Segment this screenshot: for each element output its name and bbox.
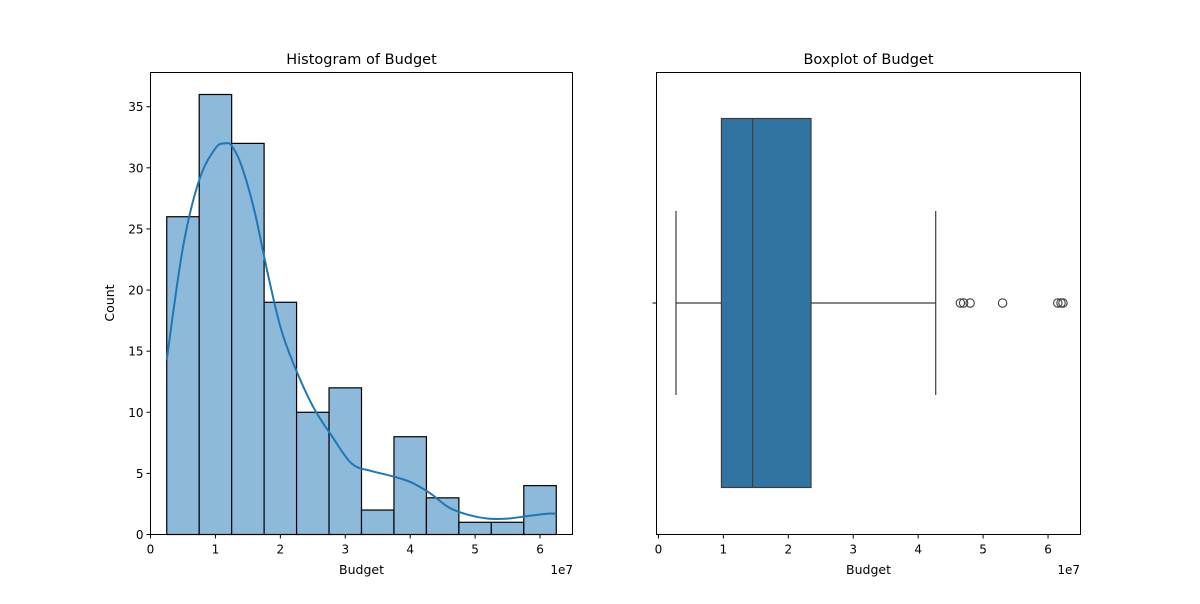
x-tick-label: 4 (406, 543, 414, 557)
x-tick-label: 1 (720, 543, 728, 557)
y-tick-label: 35 (128, 100, 143, 114)
x-tick-label: 6 (536, 543, 544, 557)
histogram-bars (166, 93, 557, 536)
x-tick-label: 2 (277, 543, 285, 557)
x-tick-label: 3 (849, 543, 857, 557)
x-tick-label: 4 (914, 543, 922, 557)
histogram-y-label: Count (102, 284, 117, 321)
histogram-bar (198, 93, 233, 536)
histogram-axes-frame (150, 72, 573, 535)
y-tick-label: 30 (128, 161, 143, 175)
outlier-point (965, 298, 975, 308)
histogram-bar (490, 521, 525, 536)
x-tick-label: 0 (147, 543, 155, 557)
x-tick-label: 6 (1044, 543, 1052, 557)
x-tick-label: 1 (212, 543, 220, 557)
histogram-bar (295, 411, 330, 536)
x-tick-label: 5 (979, 543, 987, 557)
y-tick-label: 10 (128, 406, 143, 420)
histogram-x-label: Budget (339, 562, 384, 577)
boxplot-x-ticks: 0 1 2 3 4 5 6 (655, 534, 1052, 557)
outlier-point (1053, 298, 1063, 308)
boxplot-panel: Boxplot of Budget 0 1 2 3 4 5 6 Budget 1e7 (652, 52, 1081, 577)
boxplot-elements (675, 117, 1068, 489)
y-tick-label: 15 (128, 345, 143, 359)
y-tick-label: 5 (136, 467, 144, 481)
x-tick-label: 2 (784, 543, 792, 557)
outlier-point (997, 298, 1008, 308)
boxplot-title: Boxplot of Budget (803, 52, 933, 68)
x-tick-label: 0 (655, 543, 663, 557)
outlier-point (1058, 298, 1068, 308)
boxplot-x-label: Budget (846, 562, 891, 577)
histogram-bar (263, 301, 298, 536)
histogram-bar (360, 509, 395, 536)
histogram-y-ticks: 0 5 10 15 20 25 30 35 (128, 100, 151, 542)
histogram-bar (393, 436, 428, 536)
x-tick-label: 5 (471, 543, 479, 557)
histogram-panel: Histogram of Budget 0 1 2 3 4 5 6 0 5 10 15 20 25 30… (102, 52, 573, 577)
histogram-x-ticks: 0 1 2 3 4 5 6 (147, 534, 544, 557)
outlier-point (955, 298, 966, 308)
boxplot-axes-frame (656, 72, 1081, 535)
y-tick-label: 20 (128, 284, 143, 298)
histogram-bar (166, 216, 200, 536)
histogram-bar (458, 521, 492, 536)
histogram-bar (523, 485, 557, 536)
kde-curve (165, 142, 557, 520)
x-tick-label: 3 (341, 543, 349, 557)
iqr-box (720, 117, 812, 489)
outlier-point (958, 298, 969, 308)
y-tick-label: 0 (136, 528, 144, 542)
histogram-bar (328, 387, 363, 536)
y-tick-label: 25 (128, 222, 143, 236)
boxplot-x-offset-text: 1e7 (1057, 563, 1080, 577)
histogram-title: Histogram of Budget (286, 52, 437, 68)
histogram-x-offset-text: 1e7 (550, 563, 573, 577)
histogram-bar (231, 142, 265, 536)
